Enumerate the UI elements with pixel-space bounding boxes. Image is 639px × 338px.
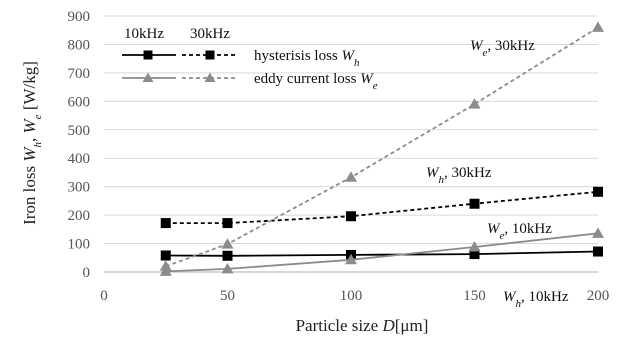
- y-axis-title: Iron loss Wh, We [W/kg]: [20, 61, 44, 225]
- data-point-wh30-x50: [222, 218, 233, 229]
- y-tick-label-400: 400: [68, 151, 91, 167]
- x-tick-label-200: 200: [587, 288, 610, 304]
- data-point-wh30-x150: [469, 198, 480, 209]
- data-point-we10-x200: [592, 227, 604, 238]
- data-point-we30-x25: [159, 260, 172, 271]
- x-tick-label-0: 0: [100, 288, 108, 304]
- data-point-we10-x100: [345, 253, 357, 265]
- annotation-we-30khz: We, 30kHz: [470, 38, 535, 59]
- legend-marker-eddy-30khz: [204, 72, 216, 82]
- legend-header-10khz: 10kHz: [124, 26, 164, 42]
- data-point-wh10-x25: [160, 250, 171, 261]
- y-tick-label-700: 700: [68, 66, 91, 82]
- legend-header-30khz: 30kHz: [190, 26, 230, 42]
- plot-series: [159, 21, 604, 276]
- x-tick-label-150: 150: [463, 288, 486, 304]
- data-point-we10-x150: [468, 240, 481, 252]
- data-point-wh10-x150: [469, 249, 480, 260]
- x-tick-label-100: 100: [340, 288, 363, 304]
- y-tick-label-200: 200: [68, 208, 91, 224]
- data-point-wh30-x200: [593, 186, 603, 197]
- y-tick-label-800: 800: [68, 37, 91, 53]
- legend-label-eddy: eddy current loss We: [254, 71, 378, 92]
- y-tick-label-600: 600: [68, 94, 91, 110]
- legend-marker-hysteresis-10khz: [143, 50, 153, 60]
- annotation-wh-30khz: Wh, 30kHz: [426, 165, 492, 186]
- legend: 10kHz 30kHz hysterisis loss Wh eddy curr…: [122, 26, 378, 92]
- legend-marker-hysteresis-30khz: [205, 50, 215, 60]
- y-tick-label-300: 300: [68, 180, 91, 196]
- annotation-wh-10khz: Wh, 10kHz: [503, 289, 569, 310]
- legend-marker-eddy-10khz: [142, 72, 154, 82]
- y-tick-label-500: 500: [68, 123, 91, 139]
- y-tick-label-0: 0: [83, 265, 91, 281]
- legend-label-hysteresis: hysterisis loss Wh: [254, 48, 360, 69]
- data-point-wh30-x100: [346, 211, 356, 222]
- data-point-we30-x100: [345, 171, 357, 182]
- tick-labels: 0 100 200 300 400 500 600 700 800 900 0 50 100 150 200: [68, 9, 610, 304]
- x-tick-label-50: 50: [220, 288, 235, 304]
- data-point-we30-x150: [468, 98, 481, 109]
- y-tick-label-900: 900: [68, 9, 91, 25]
- series-annotations: We, 30kHz Wh, 30kHz We, 10kHz Wh, 10kHz: [426, 38, 569, 310]
- data-point-we30-x50: [221, 238, 234, 249]
- data-point-we30-x200: [592, 21, 604, 32]
- data-point-wh10-x200: [593, 246, 603, 257]
- data-point-wh10-x50: [222, 250, 233, 261]
- data-point-wh30-x25: [160, 218, 171, 229]
- data-point-we10-x50: [221, 262, 234, 274]
- annotation-we-10khz: We, 10kHz: [487, 221, 552, 242]
- y-tick-label-100: 100: [68, 237, 91, 253]
- x-axis-title: Particle size D[μm]: [296, 316, 429, 335]
- gridlines: [104, 15, 598, 245]
